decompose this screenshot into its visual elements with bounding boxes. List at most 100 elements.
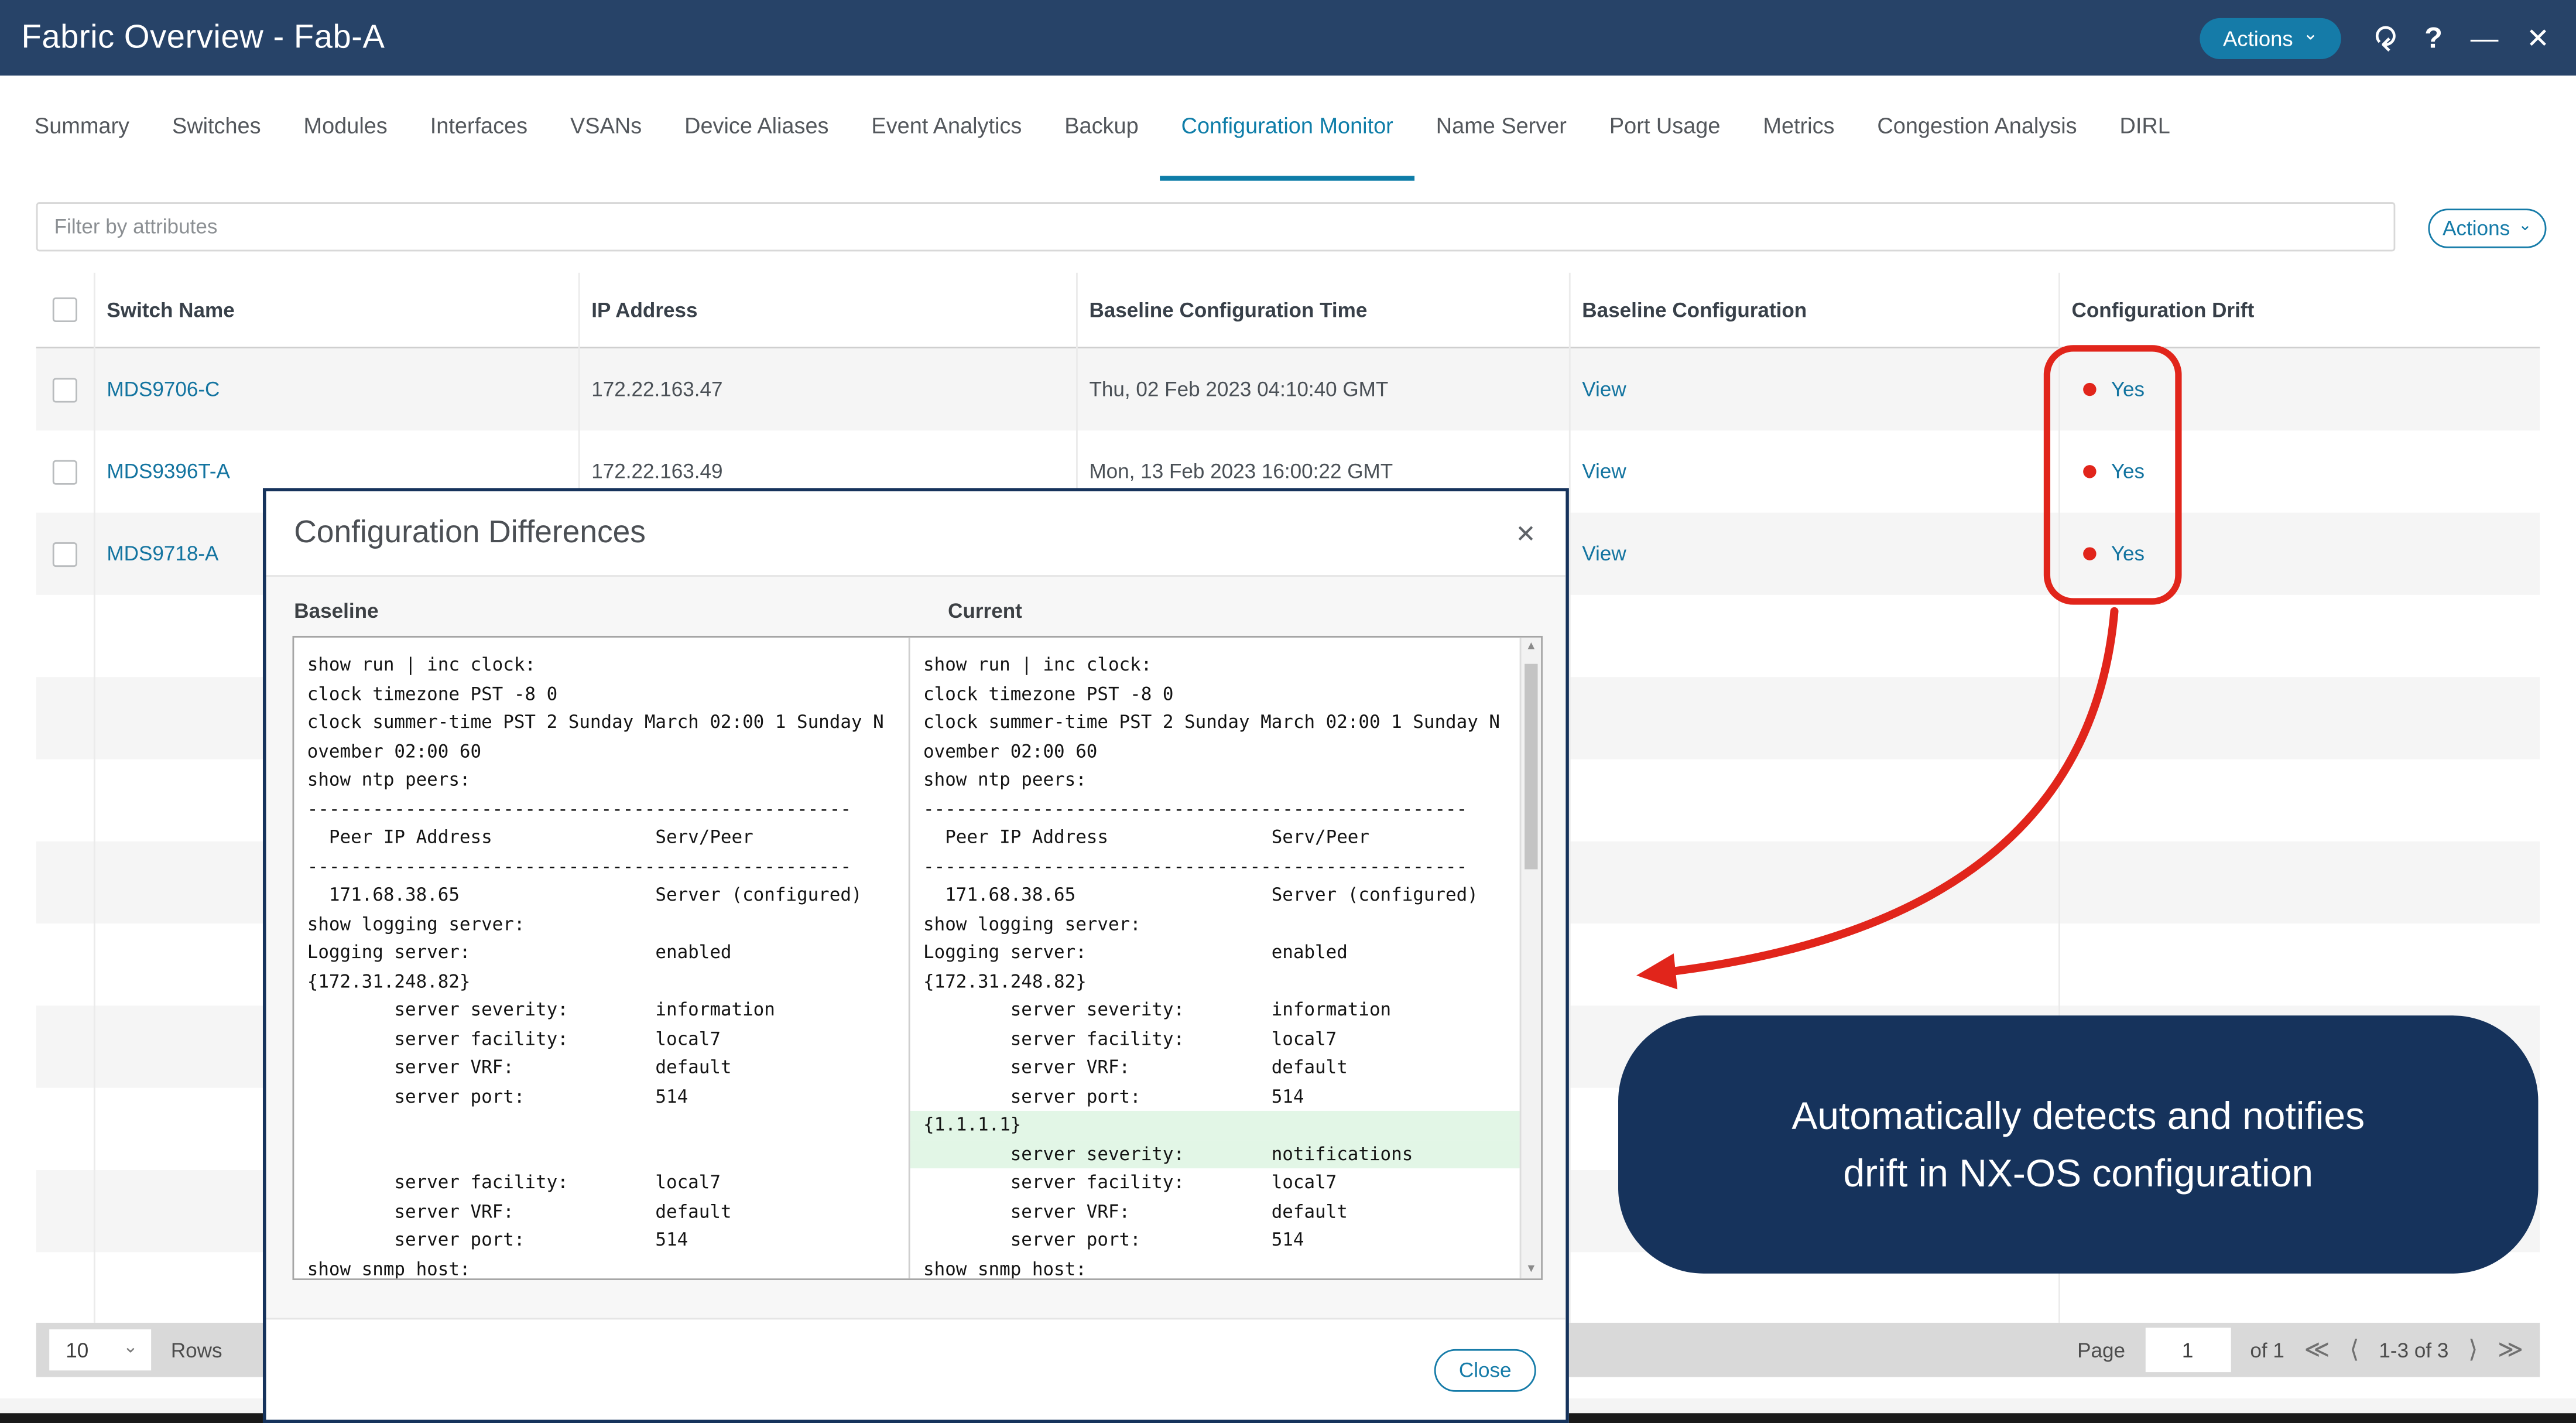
code-line: server VRF: default: [923, 1200, 1348, 1222]
row-checkbox[interactable]: [52, 459, 77, 484]
drift-cell: Yes: [2058, 348, 2540, 430]
select-all-checkbox[interactable]: [52, 297, 77, 322]
refresh-icon[interactable]: ⟳: [2365, 24, 2402, 52]
page-number-input[interactable]: [2145, 1328, 2231, 1373]
tab-modules[interactable]: Modules: [303, 113, 388, 138]
next-page-icon[interactable]: ⟩: [2468, 1336, 2478, 1364]
filter-input[interactable]: [36, 202, 2396, 252]
close-button-label: Close: [1458, 1358, 1512, 1381]
minimize-icon[interactable]: —: [2470, 22, 2499, 54]
prev-page-icon[interactable]: ⟨: [2349, 1336, 2359, 1364]
tab-interfaces[interactable]: Interfaces: [430, 113, 528, 138]
window-actions-button[interactable]: Actions ⌄: [2200, 17, 2341, 59]
code-line: ----------------------------------------…: [307, 855, 851, 877]
row-checkbox[interactable]: [52, 541, 77, 566]
scroll-up-icon[interactable]: ▲: [1525, 641, 1537, 653]
table-header-row: Switch Name IP Address Baseline Configur…: [36, 272, 2540, 348]
drift-yes-link[interactable]: Yes: [2111, 378, 2145, 401]
diff-column-divider: [908, 637, 910, 1279]
modal-close-icon[interactable]: ✕: [1515, 518, 1536, 548]
col-header-baseline-config[interactable]: Baseline Configuration: [1582, 299, 1807, 322]
code-line: ovember 02:00 60: [307, 740, 482, 762]
col-header-switch-name[interactable]: Switch Name: [107, 299, 235, 322]
view-baseline-link[interactable]: View: [1582, 378, 1626, 401]
page-of-label: of 1: [2250, 1338, 2284, 1362]
row-checkbox-cell: [36, 430, 94, 512]
tab-vsans[interactable]: VSANs: [570, 113, 642, 138]
close-button[interactable]: Close: [1434, 1348, 1536, 1391]
code-line: server port: 514: [307, 1085, 688, 1107]
help-icon[interactable]: ?: [2424, 20, 2443, 54]
code-line: Peer IP Address Serv/Peer: [923, 826, 1369, 848]
code-line: [294, 1140, 908, 1168]
drift-status-dot: [2083, 465, 2097, 478]
tab-configuration-monitor[interactable]: Configuration Monitor: [1160, 76, 1415, 181]
code-line: 171.68.38.65 Server (configured): [307, 884, 862, 906]
window-close-icon[interactable]: ✕: [2526, 22, 2550, 54]
code-line: 171.68.38.65 Server (configured): [923, 884, 1478, 906]
scrollbar-thumb[interactable]: [1525, 663, 1538, 870]
configuration-differences-modal: Configuration Differences ✕ Baseline Cur…: [262, 488, 1569, 1423]
last-page-icon[interactable]: ≫: [2498, 1336, 2524, 1364]
code-line: clock summer-time PST 2 Sunday March 02:…: [307, 712, 884, 733]
tab-summary[interactable]: Summary: [34, 113, 130, 138]
code-line: server VRF: default: [307, 1200, 732, 1222]
tab-dirl[interactable]: DIRL: [2119, 113, 2170, 138]
baseline-time-cell: Thu, 02 Feb 2023 04:10:40 GMT: [1089, 378, 1389, 401]
drift-cell: Yes: [2058, 430, 2540, 512]
code-line: ----------------------------------------…: [923, 855, 1468, 877]
page-title: Fabric Overview - Fab-A: [21, 19, 385, 56]
switch-name-link[interactable]: MDS9706-C: [107, 378, 220, 401]
code-line: server facility: local7: [307, 1171, 721, 1193]
code-line: server VRF: default: [307, 1056, 732, 1078]
drift-status-dot: [2083, 382, 2097, 396]
code-line: server severity: information: [923, 999, 1392, 1021]
tab-name-server[interactable]: Name Server: [1436, 113, 1567, 138]
code-line: {172.31.248.82}: [307, 970, 471, 992]
col-header-ip-address[interactable]: IP Address: [591, 299, 698, 322]
code-line: server port: 514: [923, 1085, 1304, 1107]
page-label: Page: [2077, 1338, 2126, 1362]
view-baseline-link[interactable]: View: [1582, 542, 1626, 566]
code-line: ovember 02:00 60: [923, 740, 1098, 762]
scroll-down-icon[interactable]: ▼: [1525, 1263, 1537, 1275]
window-actions-label: Actions: [2223, 25, 2293, 50]
code-line: ----------------------------------------…: [923, 798, 1468, 819]
switch-name-link[interactable]: MDS9718-A: [107, 542, 219, 566]
drift-yes-link[interactable]: Yes: [2111, 460, 2145, 483]
view-baseline-link[interactable]: View: [1582, 460, 1626, 483]
table-actions-button[interactable]: Actions ⌄: [2428, 208, 2547, 248]
col-header-baseline-time[interactable]: Baseline Configuration Time: [1089, 299, 1368, 322]
switch-name-link[interactable]: MDS9396T-A: [107, 460, 230, 483]
code-line: clock timezone PST -8 0: [923, 682, 1174, 704]
current-pane-label: Current: [948, 600, 1022, 623]
tab-switches[interactable]: Switches: [172, 113, 261, 138]
current-config-column: show run | inc clock: clock timezone PST …: [910, 638, 1523, 1278]
tab-device-aliases[interactable]: Device Aliases: [684, 113, 829, 138]
drift-yes-link[interactable]: Yes: [2111, 542, 2145, 566]
first-page-icon[interactable]: ≪: [2304, 1336, 2330, 1364]
rows-per-page-select[interactable]: 10 ⌄: [49, 1329, 152, 1371]
modal-body: Baseline Current show run | inc clock: cl…: [266, 576, 1566, 1318]
diff-scrollbar[interactable]: ▲ ▼: [1519, 637, 1542, 1279]
diff-added-line: {1.1.1.1}: [910, 1110, 1523, 1140]
column-divider: [1568, 272, 1571, 1323]
fabric-tabbar: Summary Switches Modules Interfaces VSANs Dev…: [0, 76, 2576, 181]
tab-metrics[interactable]: Metrics: [1763, 113, 1835, 138]
tab-event-analytics[interactable]: Event Analytics: [871, 113, 1022, 138]
table-row: MDS9396T-A 172.22.163.49 Mon, 13 Feb 202…: [36, 430, 2540, 512]
tab-backup[interactable]: Backup: [1064, 113, 1139, 138]
ip-address-cell: 172.22.163.49: [591, 460, 723, 483]
modal-header: Configuration Differences ✕: [266, 491, 1566, 577]
chevron-down-icon: ⌄: [2518, 216, 2532, 234]
row-checkbox[interactable]: [52, 377, 77, 402]
col-header-config-drift[interactable]: Configuration Drift: [2071, 299, 2255, 322]
row-range-label: 1-3 of 3: [2379, 1338, 2449, 1362]
modal-title: Configuration Differences: [294, 515, 646, 550]
tab-congestion-analysis[interactable]: Congestion Analysis: [1877, 113, 2077, 138]
drift-cell: Yes: [2058, 513, 2540, 595]
code-line: ----------------------------------------…: [307, 798, 851, 819]
tab-port-usage[interactable]: Port Usage: [1609, 113, 1721, 138]
